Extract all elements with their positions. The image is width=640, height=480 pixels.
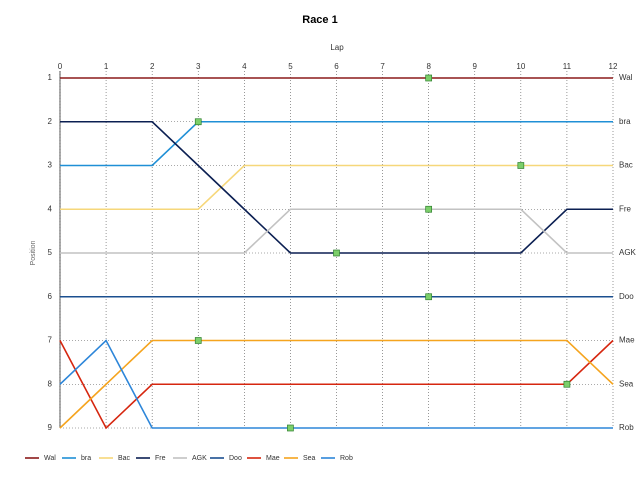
y-tick-label: 3 bbox=[48, 161, 53, 170]
x-tick-label: 9 bbox=[473, 62, 478, 71]
x-tick-label: 2 bbox=[150, 62, 155, 71]
point-marker bbox=[287, 424, 294, 432]
legend-label: AGK bbox=[192, 455, 207, 462]
x-tick-label: 12 bbox=[609, 62, 618, 71]
y-tick-label: 2 bbox=[48, 117, 53, 126]
x-tick-label: 5 bbox=[288, 62, 293, 71]
legend-label: Bac bbox=[118, 455, 131, 462]
legend-label: Mae bbox=[266, 455, 280, 462]
point-marker bbox=[563, 380, 571, 388]
point-marker bbox=[194, 337, 202, 344]
x-axis-label: Lap bbox=[330, 43, 344, 52]
x-tick-label: 10 bbox=[516, 62, 525, 71]
end-label: Fre bbox=[619, 204, 632, 213]
end-label: Rob bbox=[619, 423, 634, 432]
end-label: Doo bbox=[619, 292, 634, 301]
x-tick-label: 4 bbox=[242, 62, 247, 71]
x-tick-label: 6 bbox=[334, 62, 339, 71]
point-marker bbox=[425, 205, 433, 213]
point-marker bbox=[333, 249, 340, 257]
chart-title: Race 1 bbox=[302, 14, 337, 26]
series-line bbox=[60, 120, 613, 167]
series-line bbox=[59, 339, 614, 429]
y-axis-label: Position bbox=[30, 240, 37, 265]
x-tick-label: 0 bbox=[58, 62, 63, 71]
point-marker bbox=[517, 162, 525, 169]
series-line bbox=[60, 208, 613, 254]
legend-label: Rob bbox=[340, 455, 353, 462]
end-label: Wal bbox=[619, 73, 633, 82]
x-tick-label: 8 bbox=[426, 62, 431, 71]
series-line bbox=[59, 339, 614, 430]
series-line bbox=[60, 164, 613, 211]
y-tick-label: 7 bbox=[48, 336, 53, 345]
x-tick-label: 3 bbox=[196, 62, 201, 71]
legend-label: Fre bbox=[155, 455, 166, 462]
y-tick-label: 5 bbox=[48, 248, 53, 257]
end-label: Bac bbox=[619, 161, 633, 170]
legend-label: bra bbox=[81, 455, 91, 462]
y-tick-label: 8 bbox=[48, 379, 53, 388]
end-label: Mae bbox=[619, 336, 635, 345]
y-tick-label: 6 bbox=[48, 292, 53, 301]
legend-label: Doo bbox=[229, 455, 242, 462]
end-label: Sea bbox=[619, 379, 634, 388]
x-tick-label: 7 bbox=[380, 62, 385, 71]
y-tick-label: 9 bbox=[48, 423, 53, 432]
y-tick-label: 4 bbox=[48, 204, 53, 213]
series-line bbox=[59, 339, 613, 429]
end-label: bra bbox=[619, 117, 631, 126]
end-label: AGK bbox=[619, 248, 637, 257]
legend-label: Wal bbox=[44, 455, 56, 462]
point-marker bbox=[194, 118, 202, 126]
point-marker bbox=[425, 293, 433, 301]
y-tick-label: 1 bbox=[48, 73, 53, 82]
point-marker bbox=[425, 74, 433, 82]
x-tick-label: 11 bbox=[563, 62, 572, 71]
legend-label: Sea bbox=[303, 455, 316, 462]
x-tick-label: 1 bbox=[104, 62, 109, 71]
